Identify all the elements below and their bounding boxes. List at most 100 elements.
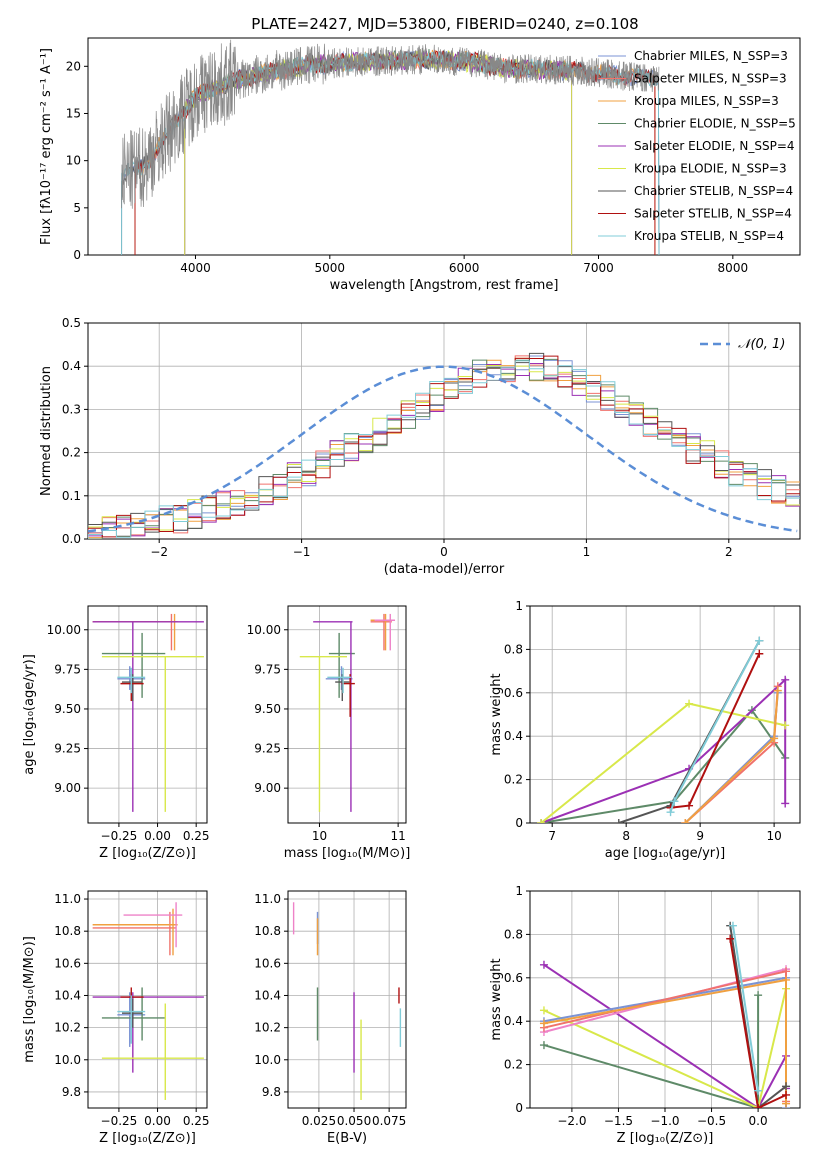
legend-label: Chabrier STELIB, N_SSP=4 [634, 184, 793, 198]
x-tick-label: 0.00 [144, 1114, 171, 1128]
plot-area [537, 636, 790, 823]
y-tick-label: 11.0 [54, 892, 81, 906]
weight-point-marker [728, 921, 737, 930]
error-bar-point [122, 674, 143, 702]
weight-point-marker [614, 819, 623, 823]
weight-point-marker [537, 819, 546, 823]
error-bar-point [92, 621, 204, 812]
x-tick-label: 10 [766, 829, 781, 843]
axes-frame [529, 605, 801, 824]
y-tick-label: 10.6 [54, 956, 81, 970]
y-tick-label: 0.2 [62, 446, 81, 460]
panel-residuals: −2 −1 0 1 2 0.0 0.1 0.2 0.3 0.4 0.5 (data-model)/er… [39, 316, 801, 577]
y-tick-label: 9.00 [254, 781, 281, 795]
x-tick-label: 0.0 [749, 1114, 768, 1128]
y-axis-label: mass weight [489, 673, 504, 755]
legend-label: Chabrier MILES, N_SSP=3 [634, 49, 788, 63]
error-bar-point [123, 902, 183, 948]
y-tick-label: 10.8 [54, 924, 81, 938]
y-tick-label: 9.75 [54, 662, 81, 676]
x-tick-label: 0 [440, 545, 448, 559]
x-axis-label: Z [log₁₀(Z/Z⊙)] [99, 1131, 196, 1146]
weight-series-line [669, 640, 761, 813]
axes-frame [87, 322, 801, 540]
error-bar-point [299, 655, 347, 812]
axes-frame [87, 890, 208, 1109]
axes-frame [529, 890, 801, 1109]
axes-frame [87, 605, 208, 824]
y-tick-label: 1 [515, 599, 523, 613]
y-tick-label: 0.6 [504, 686, 523, 700]
x-tick-label: −1.0 [650, 1114, 679, 1128]
panel-weight_vs_Z: −2.0 −1.5 −1.0 −0.5 0.0 0 0.2 0.4 0.6 0.8 1 Z [log₁… [489, 884, 801, 1146]
legend-label: Chabrier ELODIE, N_SSP=5 [634, 117, 796, 131]
x-tick-label: 7 [548, 829, 556, 843]
weight-point-marker [773, 686, 782, 695]
panel-spectrum: 4000 5000 6000 7000 8000 0 5 10 15 20 wavelength [… [39, 37, 801, 293]
x-tick-label: −2.0 [557, 1114, 586, 1128]
legend-label: Salpeter STELIB, N_SSP=4 [634, 207, 792, 221]
y-tick-label: 20 [66, 59, 81, 73]
y-tick-label: 10.00 [247, 623, 281, 637]
axes-frame [287, 605, 407, 824]
x-tick-label: 10 [312, 829, 327, 843]
x-tick-label: 0.075 [372, 1114, 406, 1128]
plot-area [539, 921, 791, 1108]
y-tick-label: 0 [515, 816, 523, 830]
panel-age_vs_Z: −0.25 0.00 0.25 9.00 9.25 9.50 9.75 10.00 Z [log… [22, 605, 210, 861]
x-tick-label: −0.25 [101, 1114, 138, 1128]
x-axis-label: wavelength [Angstrom, rest frame] [330, 278, 559, 293]
y-tick-label: 0 [515, 1101, 523, 1115]
y-tick-label: 9.8 [262, 1085, 281, 1099]
legend-label: 𝒩(0, 1) [738, 337, 785, 352]
observed-spectrum-line [121, 39, 660, 209]
error-bar-point [92, 613, 177, 651]
weight-point-marker [782, 1090, 791, 1099]
error-bar-point [374, 613, 395, 651]
y-tick-label: 0.8 [504, 642, 523, 656]
weight-series-line [732, 925, 760, 1091]
error-bar-point [101, 632, 166, 698]
x-tick-label: 11 [390, 829, 405, 843]
error-bar-point [117, 667, 146, 694]
y-tick-label: 0.5 [62, 316, 81, 330]
gaussian-curve [88, 365, 798, 533]
weight-point-marker [781, 721, 790, 730]
x-tick-label: −0.25 [101, 829, 138, 843]
y-tick-label: 10.4 [254, 988, 281, 1002]
weight-series-line [618, 640, 761, 823]
x-axis-label: age [log₁₀(age/yr)] [605, 846, 726, 861]
y-tick-label: 10.0 [254, 1053, 281, 1067]
y-tick-label: 9.25 [254, 742, 281, 756]
x-tick-label: 7000 [583, 261, 614, 275]
weight-point-marker [782, 1082, 791, 1091]
y-tick-label: 9.50 [254, 702, 281, 716]
weight-point-marker [539, 1006, 548, 1015]
plot-area [88, 352, 800, 539]
y-tick-label: 10.4 [54, 988, 81, 1002]
weight-point-marker [755, 649, 764, 658]
y-tick-label: 9.8 [62, 1085, 81, 1099]
x-tick-label: 0.25 [183, 1114, 210, 1128]
error-bar-point [335, 674, 350, 702]
x-tick-label: −1 [293, 545, 311, 559]
weight-point-marker [666, 808, 675, 817]
weight-series-line [543, 988, 787, 1108]
legend-label: Salpeter ELODIE, N_SSP=4 [634, 139, 795, 153]
x-tick-label: 0.025 [302, 1114, 336, 1128]
y-tick-label: 10.00 [47, 623, 81, 637]
weight-point-marker [781, 799, 790, 808]
y-axis-label: Flux [fλ10⁻¹⁷ erg cm⁻² s⁻¹ A⁻¹] [39, 48, 54, 245]
y-tick-label: 11.0 [254, 892, 281, 906]
x-tick-label: −0.5 [697, 1114, 726, 1128]
y-tick-label: 0.4 [62, 359, 81, 373]
plot-area [292, 902, 402, 1100]
legend: 𝒩(0, 1) [700, 337, 785, 352]
weight-point-marker [685, 801, 694, 810]
y-tick-label: 0.2 [504, 773, 523, 787]
y-axis-label: mass weight [489, 958, 504, 1040]
legend-label: Kroupa STELIB, N_SSP=4 [634, 229, 784, 243]
panel-mass_vs_Z: −0.25 0.00 0.25 9.8 10.0 10.2 10.4 10.6 10.8 11.0… [22, 890, 210, 1146]
weight-point-marker [782, 1099, 791, 1108]
plot-area [92, 613, 204, 812]
